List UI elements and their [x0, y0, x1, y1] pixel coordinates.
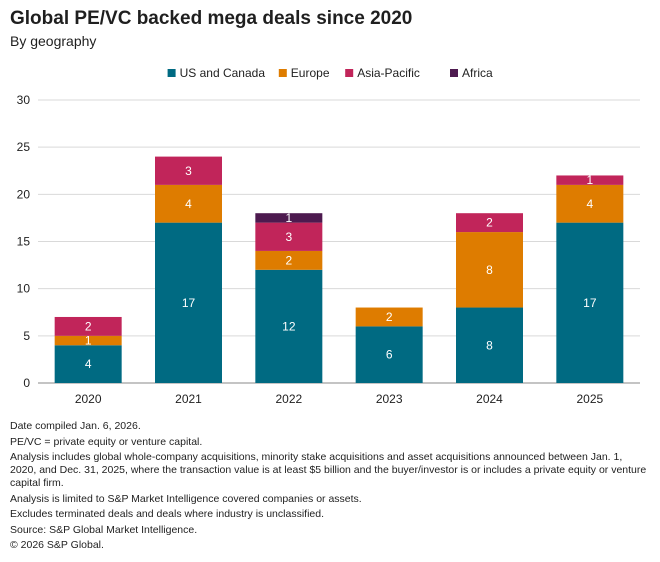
chart-subtitle: By geography — [10, 33, 97, 49]
chart-title: Global PE/VC backed mega deals since 202… — [10, 8, 413, 29]
legend-swatch — [345, 69, 354, 77]
bar-segment-us-and-canada — [255, 269, 323, 383]
bar-segment-europe — [456, 232, 523, 308]
data-label: 8 — [486, 263, 493, 277]
stacked-bar-chart: US and Canada Europe Asia-Pacific Africa 0 5… — [17, 66, 640, 406]
legend-label: Africa — [462, 66, 493, 80]
x-tick-label: 2024 — [476, 392, 503, 406]
gridlines — [38, 99, 640, 384]
footnote-exclusions: Excludes terminated deals and deals wher… — [10, 508, 325, 520]
footnote-definition: PE/VC = private equity or venture capita… — [10, 435, 203, 448]
bar-segment-asia-pacific — [54, 316, 122, 336]
data-label: 8 — [486, 338, 493, 352]
x-axis: 2020 2021 2022 2023 2024 2025 — [75, 392, 604, 406]
legend-label: Europe — [291, 66, 330, 80]
data-label: 6 — [386, 348, 393, 362]
bar-segment-asia-pacific — [155, 156, 222, 185]
footnote-source: Source: S&P Global Market Intelligence. — [10, 523, 198, 536]
legend-swatch — [278, 69, 287, 77]
bar-segment-europe — [54, 335, 122, 346]
bar-segment-europe — [556, 184, 624, 223]
y-tick-label: 15 — [17, 235, 31, 249]
data-label: 4 — [586, 197, 593, 211]
data-label: 17 — [583, 296, 597, 310]
y-tick-label: 25 — [17, 140, 31, 154]
y-tick-label: 0 — [23, 376, 30, 390]
bar-segment-asia-pacific — [556, 175, 624, 185]
legend: US and Canada Europe Asia-Pacific Africa — [167, 66, 493, 80]
legend-label: Asia-Pacific — [357, 66, 420, 80]
data-label: 17 — [182, 296, 196, 310]
bar-segment-europe — [155, 184, 222, 223]
data-label: 3 — [285, 230, 292, 244]
footnote-date: Date compiled Jan. 6, 2026. — [10, 420, 141, 432]
bar-segment-us-and-canada — [54, 345, 122, 383]
x-tick-label: 2022 — [275, 392, 302, 406]
y-tick-label: 10 — [17, 282, 31, 296]
bar-segment-us-and-canada — [556, 222, 624, 383]
data-label: 4 — [85, 357, 92, 371]
footnote-methodology: Analysis includes global whole-company a… — [10, 451, 647, 489]
legend-swatch — [167, 69, 176, 77]
footnotes: Date compiled Jan. 6, 2026. PE/VC = priv… — [10, 420, 650, 555]
data-label: 1 — [586, 173, 593, 187]
data-label: 3 — [185, 164, 192, 178]
bar-segment-africa — [255, 213, 323, 223]
data-label: 2 — [386, 310, 393, 324]
bar-segment-europe — [355, 307, 423, 327]
x-tick-label: 2020 — [75, 392, 102, 406]
x-tick-label: 2025 — [576, 392, 603, 406]
y-tick-label: 5 — [23, 329, 30, 343]
bar-segment-europe — [255, 250, 323, 270]
footnote-copyright: © 2026 S&P Global. — [10, 539, 104, 551]
bar-segment-us-and-canada — [456, 307, 523, 383]
data-label: 1 — [85, 334, 92, 348]
y-tick-label: 20 — [17, 187, 31, 201]
y-tick-label: 30 — [17, 93, 31, 107]
legend-swatch — [450, 69, 458, 77]
data-label: 1 — [285, 211, 292, 225]
x-tick-label: 2021 — [175, 392, 202, 406]
data-label: 2 — [285, 253, 292, 267]
data-label: 2 — [486, 216, 493, 230]
bar-segment-asia-pacific — [255, 222, 323, 251]
legend-label: US and Canada — [180, 66, 266, 80]
bar-segment-asia-pacific — [456, 213, 523, 233]
bar-segment-us-and-canada — [355, 326, 423, 383]
x-tick-label: 2023 — [376, 392, 403, 406]
data-label: 12 — [282, 319, 296, 333]
footnote-coverage: Analysis is limited to S&P Market Intell… — [10, 492, 362, 505]
y-axis: 0 5 10 15 20 25 30 — [17, 93, 31, 390]
bar-segment-us-and-canada — [155, 222, 222, 383]
data-label: 2 — [85, 319, 92, 333]
data-label: 4 — [185, 197, 192, 211]
